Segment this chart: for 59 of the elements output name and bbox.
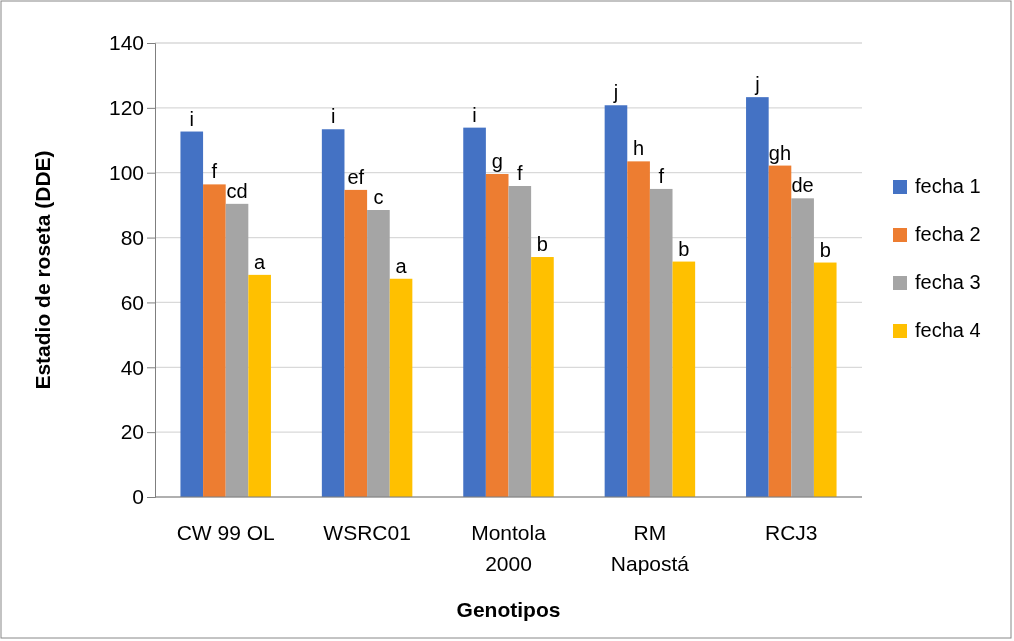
- data-label: a: [254, 250, 267, 273]
- legend-label: fecha 4: [915, 319, 981, 341]
- data-label: b: [678, 237, 690, 260]
- data-label: f: [658, 164, 665, 187]
- y-tick-label: 120: [108, 96, 144, 120]
- data-label: cd: [226, 179, 248, 202]
- y-tick-label: 80: [120, 225, 144, 249]
- bar: [485, 174, 509, 497]
- y-tick-label: 20: [120, 420, 144, 444]
- bar: [508, 186, 532, 497]
- y-tick-label: 40: [120, 355, 144, 379]
- bar: [649, 188, 673, 497]
- bar: [344, 189, 368, 497]
- data-label: h: [633, 137, 645, 160]
- data-label: a: [395, 254, 408, 277]
- data-label: i: [472, 103, 477, 126]
- bar: [225, 203, 249, 497]
- y-tick-label: 0: [132, 485, 144, 509]
- x-tick-label: RCJ3: [765, 521, 818, 544]
- data-label: f: [517, 162, 524, 185]
- x-tick-label: CW 99 OL: [176, 521, 275, 544]
- data-label: g: [491, 150, 503, 173]
- bar: [813, 262, 837, 497]
- data-label: i: [189, 107, 194, 130]
- bar: [627, 161, 650, 497]
- data-label: ef: [347, 165, 365, 188]
- bar: [531, 257, 554, 497]
- bar: [672, 261, 696, 497]
- bar: [604, 105, 628, 497]
- data-label: gh: [768, 141, 792, 164]
- x-tick-label: WSRC01: [323, 521, 411, 544]
- bar: [321, 129, 345, 497]
- legend-label: fecha 3: [915, 271, 981, 293]
- bar: [768, 165, 792, 497]
- data-label: b: [819, 238, 831, 261]
- data-label: b: [536, 233, 548, 256]
- x-axis-title: Genotipos: [456, 598, 561, 621]
- data-label: j: [754, 73, 760, 96]
- bar: [463, 127, 486, 497]
- bar: [180, 131, 204, 497]
- x-tick-label: RM Napostá: [610, 521, 690, 575]
- data-label: i: [330, 105, 336, 128]
- bar: [367, 210, 390, 497]
- y-tick-label: 140: [108, 31, 144, 55]
- bar: [203, 184, 226, 497]
- y-tick-label: 100: [108, 160, 144, 184]
- legend-label: fecha 1: [915, 175, 981, 197]
- data-label: c: [373, 186, 384, 209]
- legend-label: fecha 2: [915, 223, 981, 245]
- bar: [248, 274, 271, 497]
- data-label: de: [791, 174, 814, 197]
- data-label: j: [612, 81, 619, 104]
- y-axis-title: Estadio de roseta (DDE): [31, 150, 54, 390]
- y-tick-label: 60: [120, 290, 144, 314]
- bar: [791, 198, 814, 497]
- data-label: f: [211, 160, 218, 183]
- bar: [389, 278, 413, 497]
- x-tick-label: Montola 2000: [471, 521, 547, 575]
- bar: [746, 97, 769, 497]
